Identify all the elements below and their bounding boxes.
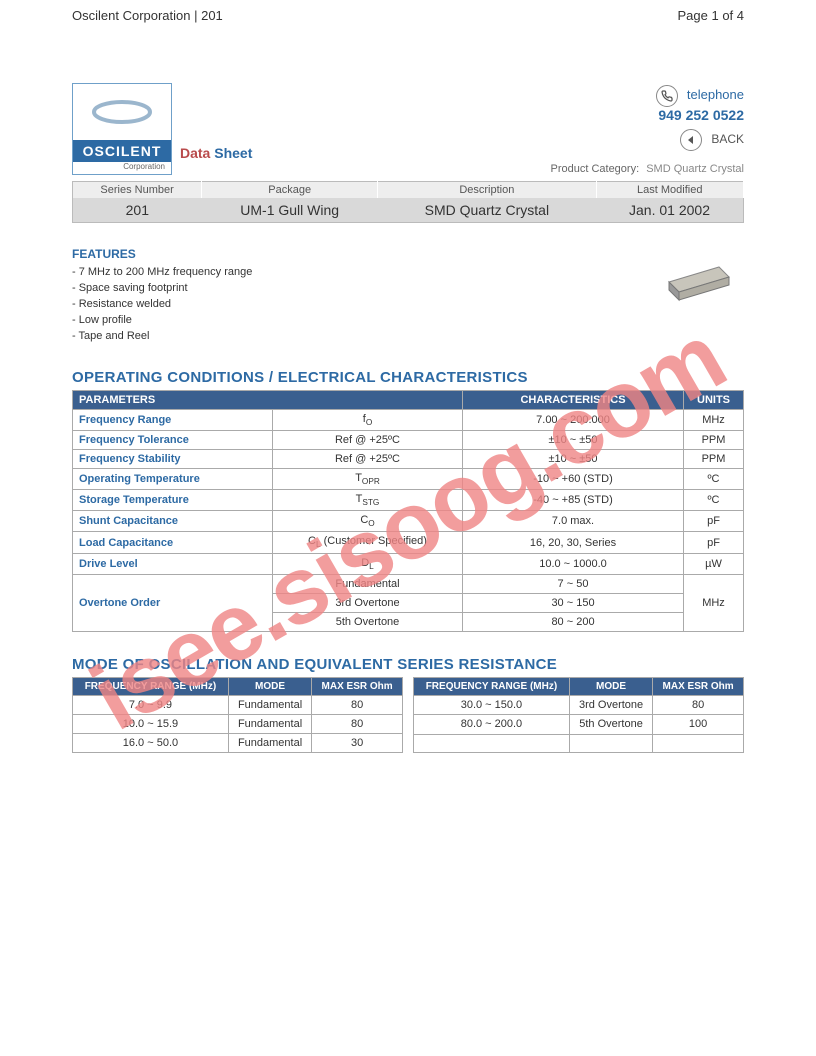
spec-symbol: DL <box>273 553 463 574</box>
spec-char: 16, 20, 30, Series <box>463 532 684 553</box>
spec-param: Drive Level <box>73 553 273 574</box>
spec-symbol: Ref @ +25ºC <box>273 430 463 449</box>
spec-symbol: CO <box>273 511 463 532</box>
header-left: Oscilent Corporation | 201 <box>72 8 223 23</box>
spec-param: Overtone Order <box>73 574 273 631</box>
mode-table-right: FREQUENCY RANGE (MHz) MODE MAX ESR Ohm 3… <box>413 677 744 753</box>
info-h3: Last Modified <box>596 182 743 199</box>
spec-unit: PPM <box>684 449 744 468</box>
spec-char: 10.0 ~ 1000.0 <box>463 553 684 574</box>
spec-char: 7 ~ 50 <box>463 574 684 593</box>
spec-symbol: TOPR <box>273 468 463 489</box>
info-h1: Package <box>202 182 378 199</box>
spec-char: 30 ~ 150 <box>463 593 684 612</box>
top-row: OSCILENT Corporation Data Sheet telephon… <box>72 83 744 175</box>
mode-esr: 100 <box>653 715 744 734</box>
mode-mode: 5th Overtone <box>569 715 652 734</box>
logo: OSCILENT Corporation <box>72 83 172 175</box>
mode-freq: 30.0 ~ 150.0 <box>414 696 570 715</box>
spec-unit: µW <box>684 553 744 574</box>
features-block: FEATURES - 7 MHz to 200 MHz frequency ra… <box>72 247 252 345</box>
page-header: Oscilent Corporation | 201 Page 1 of 4 <box>0 0 816 23</box>
mode-esr: 80 <box>312 695 403 714</box>
data-sheet-label: Data Sheet <box>180 145 252 161</box>
phone-icon <box>656 85 678 107</box>
spec-param: Operating Temperature <box>73 468 273 489</box>
spec-char: 80 ~ 200 <box>463 612 684 631</box>
features-title: FEATURES <box>72 247 252 261</box>
info-h0: Series Number <box>73 182 202 199</box>
mode-freq <box>414 734 570 752</box>
spec-char: -40 ~ +85 (STD) <box>463 490 684 511</box>
spec-unit: ºC <box>684 490 744 511</box>
mode-mode: Fundamental <box>228 695 311 714</box>
info-v3: Jan. 01 2002 <box>596 198 743 223</box>
logo-corp: Corporation <box>73 162 171 174</box>
contact-block: telephone 949 252 0522 BACK Product Cate… <box>550 85 744 175</box>
spec-param: Storage Temperature <box>73 490 273 511</box>
mode-freq: 16.0 ~ 50.0 <box>73 733 229 752</box>
spec-char: 7.00 ~ 200.000 <box>463 409 684 430</box>
spec-char: ±10 ~ ±50 <box>463 430 684 449</box>
spec-h-char: CHARACTERISTICS <box>463 390 684 409</box>
info-h2: Description <box>378 182 596 199</box>
mode-mode <box>569 734 652 752</box>
spec-unit: MHz <box>684 574 744 631</box>
logo-block: OSCILENT Corporation Data Sheet <box>72 83 252 175</box>
section-operating: OPERATING CONDITIONS / ELECTRICAL CHARAC… <box>72 369 744 386</box>
spec-unit: MHz <box>684 409 744 430</box>
mode-mode: Fundamental <box>228 714 311 733</box>
mode-mode: Fundamental <box>228 733 311 752</box>
mode-mode: 3rd Overtone <box>569 696 652 715</box>
logo-ring-icon <box>73 84 171 140</box>
spec-unit: pF <box>684 511 744 532</box>
features-list: - 7 MHz to 200 MHz frequency range - Spa… <box>72 265 252 345</box>
spec-unit: pF <box>684 532 744 553</box>
spec-h-units: UNITS <box>684 390 744 409</box>
logo-name: OSCILENT <box>73 140 171 162</box>
info-v0: 201 <box>73 198 202 223</box>
section-mode: MODE OF OSCILLATION AND EQUIVALENT SERIE… <box>72 656 744 673</box>
spec-unit: PPM <box>684 430 744 449</box>
spec-symbol: TSTG <box>273 490 463 511</box>
info-v1: UM-1 Gull Wing <box>202 198 378 223</box>
tel-label: telephone <box>687 87 744 102</box>
mode-freq: 7.0 ~ 9.9 <box>73 695 229 714</box>
spec-param: Frequency Stability <box>73 449 273 468</box>
back-link[interactable]: BACK <box>550 129 744 151</box>
info-v2: SMD Quartz Crystal <box>378 198 596 223</box>
header-right: Page 1 of 4 <box>678 8 745 23</box>
mode-esr: 80 <box>653 696 744 715</box>
info-table: Series Number Package Description Last M… <box>72 181 744 223</box>
spec-char: ±10 ~ ±50 <box>463 449 684 468</box>
mode-esr: 30 <box>312 733 403 752</box>
spec-param: Frequency Tolerance <box>73 430 273 449</box>
spec-unit: ºC <box>684 468 744 489</box>
spec-param: Frequency Range <box>73 409 273 430</box>
spec-param: Shunt Capacitance <box>73 511 273 532</box>
tel-number: 949 252 0522 <box>550 107 744 123</box>
component-image <box>654 247 744 307</box>
spec-param: Load Capacitance <box>73 532 273 553</box>
spec-table: PARAMETERS CHARACTERISTICS UNITS Frequen… <box>72 390 744 632</box>
spec-char: 7.0 max. <box>463 511 684 532</box>
spec-char: -10 ~ +60 (STD) <box>463 468 684 489</box>
mode-freq: 80.0 ~ 200.0 <box>414 715 570 734</box>
product-category: Product Category: SMD Quartz Crystal <box>550 163 744 175</box>
spec-symbol: Fundamental <box>273 574 463 593</box>
spec-symbol: Ref @ +25ºC <box>273 449 463 468</box>
mode-esr <box>653 734 744 752</box>
spec-symbol: 3rd Overtone <box>273 593 463 612</box>
mode-esr: 80 <box>312 714 403 733</box>
spec-h-param: PARAMETERS <box>73 390 463 409</box>
spec-symbol: fO <box>273 409 463 430</box>
spec-symbol: 5th Overtone <box>273 612 463 631</box>
back-icon <box>680 129 702 151</box>
mode-table-left: FREQUENCY RANGE (MHz) MODE MAX ESR Ohm 7… <box>72 677 403 753</box>
mode-tables: FREQUENCY RANGE (MHz) MODE MAX ESR Ohm 7… <box>72 677 744 753</box>
spec-symbol: CL (Customer Specified) <box>273 532 463 553</box>
mode-freq: 10.0 ~ 15.9 <box>73 714 229 733</box>
